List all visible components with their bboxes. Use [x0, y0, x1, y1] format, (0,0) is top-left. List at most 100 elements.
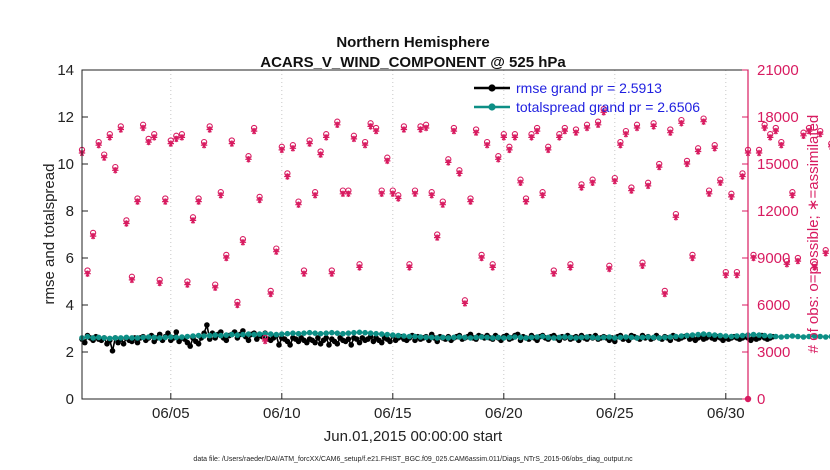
obs-assimilated-point: [106, 134, 113, 141]
obs-assimilated-point: [167, 140, 174, 147]
series-1-point: [251, 331, 257, 338]
obs-assimilated-point: [406, 264, 413, 271]
obs-assimilated-point: [189, 217, 197, 224]
obs-assimilated-point: [389, 190, 396, 197]
series-1-point: [639, 334, 646, 341]
series-1-point: [123, 334, 130, 341]
series-1-point: [284, 330, 291, 337]
obs-assimilated-point: [650, 123, 657, 130]
series-1-point: [129, 335, 135, 341]
series-1-point: [484, 334, 490, 341]
series-1-point: [517, 334, 524, 341]
obs-assimilated-point: [384, 157, 391, 165]
obs-assimilated-point: [500, 134, 507, 141]
series-1-point: [662, 334, 668, 341]
series-1-point: [412, 333, 418, 340]
series-0-point: [120, 341, 127, 347]
obs-assimilated-point: [517, 179, 524, 186]
obs-assimilated-point: [134, 198, 141, 205]
series-0-point: [134, 339, 141, 346]
series-1-point: [329, 329, 335, 336]
obs-assimilated-point: [583, 124, 591, 132]
series-1-point: [684, 332, 690, 339]
obs-assimilated-point: [622, 131, 630, 138]
series-1-point: [273, 331, 280, 338]
y-axis-label: rmse and totalspread: [41, 164, 58, 305]
series-1-point: [428, 334, 435, 341]
series-1-point: [528, 334, 535, 341]
series-1-point: [279, 331, 285, 337]
series-1-point: [584, 334, 590, 340]
series-0-point: [187, 343, 193, 349]
obs-assimilated-point: [178, 134, 186, 141]
x-tick-label: 06/05: [152, 405, 190, 422]
obs-assimilated-point: [722, 272, 729, 279]
obs-assimilated-point: [328, 270, 335, 277]
series-1-point: [700, 331, 707, 337]
series-1-point: [340, 330, 346, 337]
obs-assimilated-point: [411, 190, 419, 197]
series-1-point: [562, 334, 568, 340]
series-0-point: [82, 339, 88, 346]
obs-assimilated-point: [783, 261, 791, 268]
y2-axis-label: # of obs: o=possible; ∗=assimilated: [805, 115, 822, 354]
obs-assimilated-point: [589, 179, 596, 186]
series-1-point: [750, 331, 757, 338]
series-1-point: [173, 334, 180, 341]
obs-assimilated-point: [289, 145, 297, 152]
series-1-point: [345, 330, 352, 337]
series-1-point: [184, 333, 191, 340]
obs-assimilated-point: [561, 127, 568, 135]
series-1-point: [634, 335, 640, 341]
series-1-point: [595, 335, 601, 341]
series-0-point: [378, 339, 385, 346]
series-1-point: [567, 334, 574, 341]
obs-assimilated-point: [350, 135, 358, 143]
series-1-point: [107, 335, 113, 342]
series-1-point: [373, 330, 379, 337]
obs-assimilated-point: [145, 138, 152, 146]
series-1-point: [378, 331, 385, 337]
series-1-point: [312, 330, 318, 337]
obs-assimilated-point: [112, 167, 119, 174]
series-0-point: [387, 338, 393, 345]
obs-assimilated-point: [356, 264, 363, 271]
series-0-point: [223, 337, 230, 344]
obs-assimilated-point: [323, 134, 330, 141]
obs-assimilated-point: [739, 173, 746, 180]
series-1-point: [417, 334, 424, 340]
series-0-point: [312, 339, 318, 346]
series-1-point: [317, 330, 324, 337]
obs-assimilated-point: [594, 121, 602, 128]
obs-assimilated-point: [422, 124, 430, 132]
obs-assimilated-point: [506, 146, 513, 154]
series-0-point: [345, 336, 352, 342]
grid: [170, 70, 727, 399]
series-1-point: [739, 332, 746, 339]
series-1-point: [195, 332, 202, 339]
obs-assimilated-point: [217, 192, 224, 199]
series-1-point: [723, 333, 729, 339]
obs-assimilated-point: [361, 142, 369, 149]
obs-assimilated-point: [700, 118, 707, 125]
series-1-point: [84, 333, 91, 340]
series-1-point: [512, 334, 518, 340]
obs-assimilated-point: [195, 198, 202, 205]
obs-assimilated-point: [628, 187, 635, 194]
obs-assimilated-point: [667, 129, 674, 136]
obs-assimilated-point: [117, 126, 124, 133]
series-1-point: [556, 334, 563, 341]
obs-assimilated-point: [156, 279, 163, 287]
obs-assimilated-point: [672, 214, 680, 221]
chart-subtitle: ACARS_V_WIND_COMPONENT @ 525 hPa: [260, 54, 566, 71]
y2-tick-label: 3000: [757, 344, 790, 361]
series-1-point: [179, 334, 185, 340]
legend-totalspread-label: totalspread grand pr = 2.6506: [516, 99, 700, 115]
series-1-point: [90, 335, 96, 341]
axes: [81, 69, 752, 403]
x-tick-label: 06/30: [707, 405, 745, 422]
obs-assimilated-point: [761, 124, 768, 132]
obs-assimilated-point: [600, 109, 607, 116]
obs-assimilated-point: [478, 254, 485, 262]
y-tick-label: 6: [66, 250, 74, 267]
